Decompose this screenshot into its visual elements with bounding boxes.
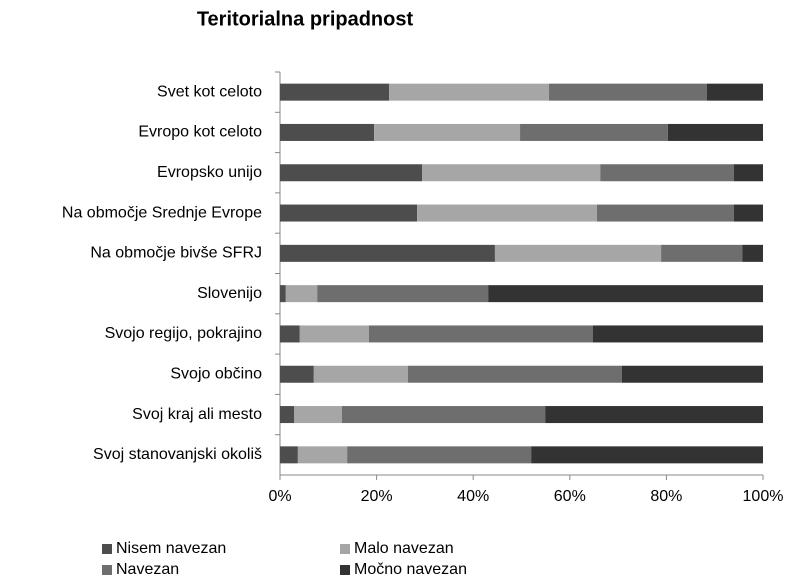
bar-segment (280, 123, 375, 141)
bar-segment (347, 446, 532, 464)
bar-segment (297, 446, 348, 464)
bar-segment (531, 446, 763, 464)
legend-label: Navezan (116, 561, 179, 578)
y-tick-label: Evropo kot celoto (138, 124, 262, 141)
bar-segment (317, 285, 489, 303)
bar-segment (280, 204, 418, 222)
legend-label: Malo navezan (354, 540, 454, 557)
legend-label: Nisem navezan (116, 540, 226, 557)
bar-segment (520, 123, 668, 141)
bar-segment (488, 285, 763, 303)
bar-segment (734, 164, 763, 182)
bar-segment (368, 325, 593, 343)
y-tick-label: Svoj kraj ali mesto (132, 406, 262, 423)
y-tick-label: Svojo regijo, pokrajino (105, 325, 263, 342)
x-tick-label: 100% (743, 488, 784, 505)
bar-segment (299, 325, 369, 343)
bar-segment (600, 164, 735, 182)
bar-segment (389, 83, 550, 101)
y-tick-label: Na območje Srednje Evrope (62, 204, 262, 221)
legend-swatch (102, 565, 112, 575)
x-tick-label: 0% (268, 488, 291, 505)
bar-segment (285, 285, 318, 303)
bar-segment (407, 365, 622, 383)
bar-segment (280, 164, 423, 182)
bar-segment (667, 123, 763, 141)
x-tick-label: 80% (650, 488, 682, 505)
bar-segment (706, 83, 763, 101)
x-tick-label: 20% (361, 488, 393, 505)
bar-segment (545, 406, 763, 424)
bar-segment (374, 123, 521, 141)
bar-segment (341, 406, 546, 424)
bar-segment (280, 365, 314, 383)
legend-label: Močno navezan (354, 561, 467, 578)
bar-segment (313, 365, 408, 383)
y-tick-label: Svoj stanovanjski okoliš (93, 446, 262, 463)
bar-segment (280, 83, 390, 101)
bar-segment (294, 406, 342, 424)
bar-segment (280, 325, 300, 343)
bar-segment (422, 164, 601, 182)
bar-segment (280, 406, 295, 424)
legend-swatch (102, 544, 112, 554)
y-tick-label: Evropsko unijo (157, 164, 262, 181)
legend-swatch (340, 565, 350, 575)
bar-segment (742, 244, 763, 262)
bar-segment (621, 365, 763, 383)
bar-segment (494, 244, 662, 262)
y-tick-label: Slovenijo (197, 285, 262, 302)
chart-title: Teritorialna pripadnost (197, 8, 414, 30)
bar-segment (596, 204, 735, 222)
bar-segment (280, 244, 495, 262)
bar-segment (734, 204, 763, 222)
bar-segment (280, 285, 286, 303)
y-tick-label: Na območje bivše SFRJ (90, 245, 262, 262)
bar-segment (661, 244, 743, 262)
bar-segment (417, 204, 597, 222)
x-tick-label: 40% (457, 488, 489, 505)
x-tick-label: 60% (554, 488, 586, 505)
bar-segment (549, 83, 707, 101)
bar-segment (592, 325, 763, 343)
bar-segment (280, 446, 298, 464)
y-tick-label: Svet kot celoto (157, 83, 262, 100)
legend-swatch (340, 544, 350, 554)
y-tick-label: Svojo občino (170, 365, 262, 382)
